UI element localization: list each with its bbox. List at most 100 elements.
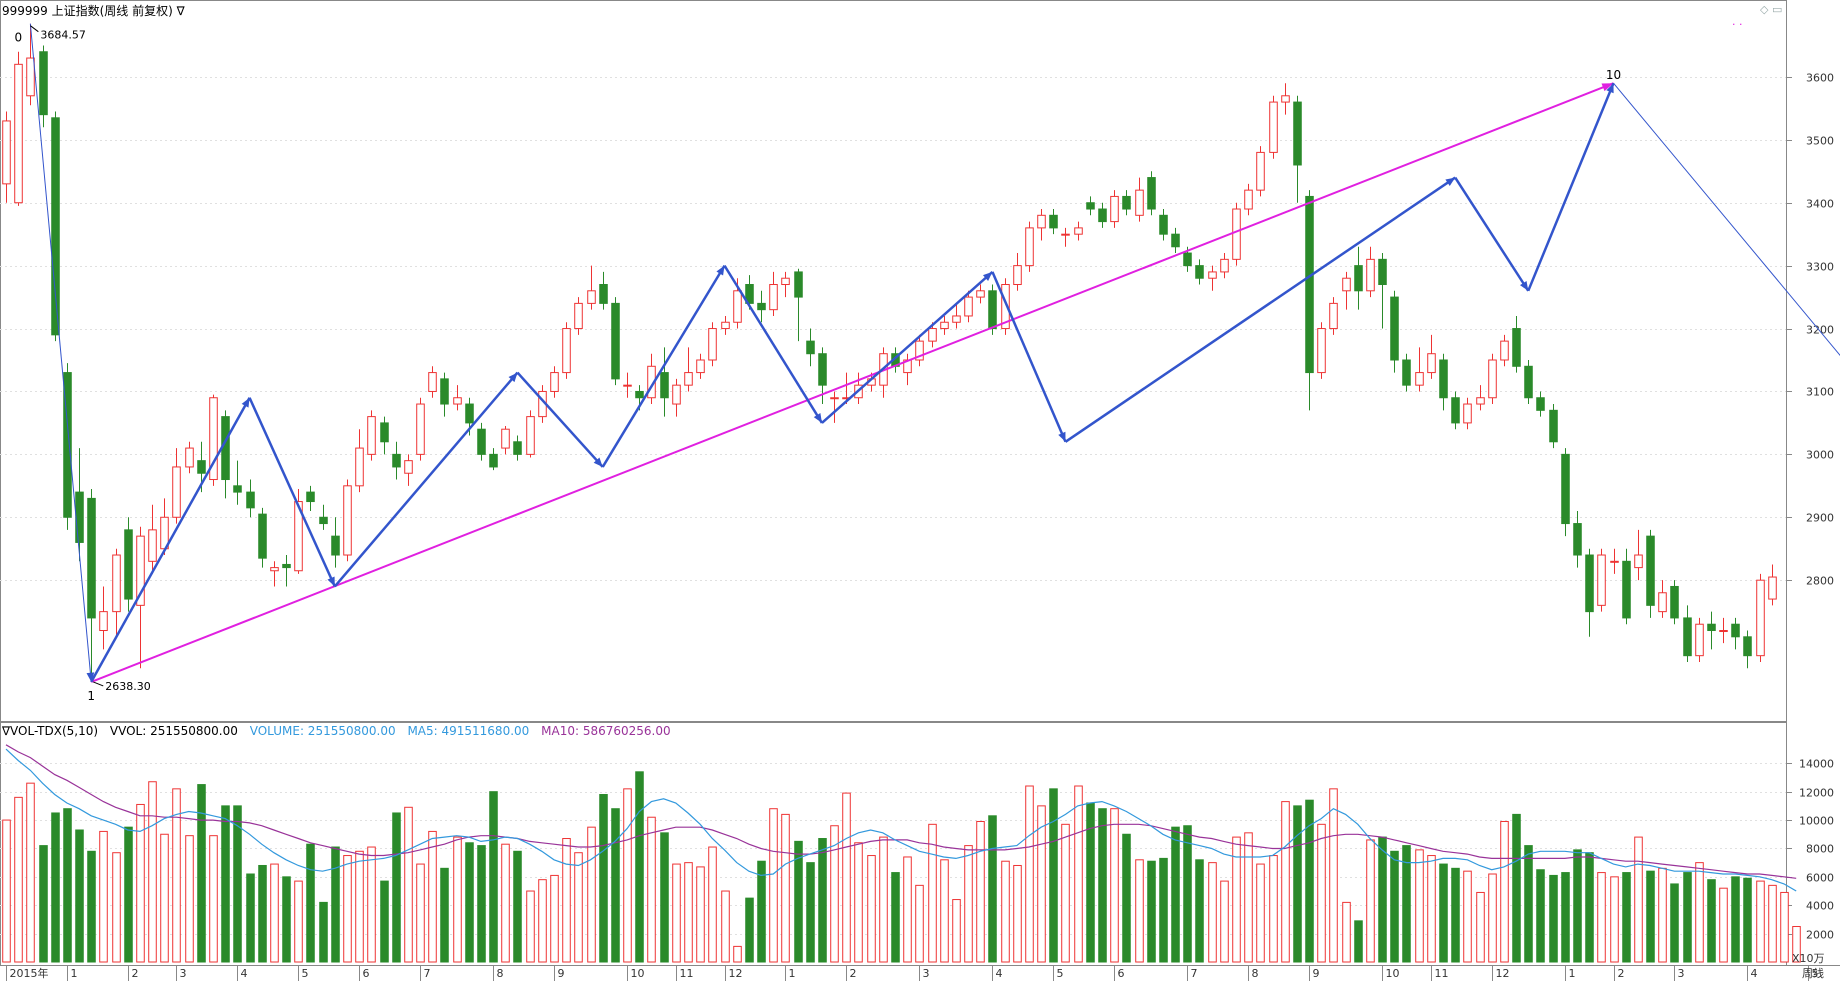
- volume-tick-label-14000: 14000: [1799, 758, 1834, 771]
- volume-bar-up: [1463, 870, 1472, 963]
- candle-down: [1293, 101, 1302, 166]
- volume-bar-up: [1719, 887, 1728, 963]
- candle-down: [1049, 214, 1058, 229]
- candle-down: [258, 513, 267, 559]
- candle-up: [526, 416, 535, 455]
- volume-bar-down: [282, 876, 291, 963]
- volume-bar-down: [1305, 799, 1314, 963]
- volume-bar-down: [1439, 863, 1448, 963]
- price-tick-label-3300: 3300: [1806, 261, 1834, 274]
- time-tick-label: 11: [1435, 967, 1449, 980]
- candle-up: [343, 485, 352, 556]
- candle-down: [1743, 636, 1752, 657]
- candle-up: [1208, 271, 1217, 279]
- volume-bar-up: [1366, 839, 1375, 963]
- candle-up: [2, 120, 11, 185]
- window-icons[interactable]: ◇ ▭: [1760, 3, 1783, 16]
- candle-up: [940, 321, 949, 330]
- candle-down: [1536, 397, 1545, 411]
- candle-up: [112, 554, 121, 613]
- wave-segment: [1454, 176, 1530, 292]
- wave-arrowhead: [1058, 431, 1066, 442]
- volume-bar-up: [562, 838, 571, 963]
- volume-bar-up: [270, 863, 279, 963]
- wave-arrowhead: [593, 457, 603, 467]
- volume-bar-up: [2, 819, 11, 963]
- volume-bar-up: [1061, 823, 1070, 963]
- candle-down: [1622, 560, 1631, 619]
- vvol-value: VVOL: 251550800.00: [109, 724, 238, 738]
- candle-up: [781, 277, 790, 286]
- candle-down: [1707, 623, 1716, 632]
- volume-bar-up: [574, 852, 583, 963]
- volume-bar-down: [1183, 825, 1192, 963]
- candle-down: [611, 302, 620, 380]
- volume-bar-down: [392, 812, 401, 963]
- candle-down: [440, 378, 449, 405]
- volume-bar-up: [915, 884, 924, 963]
- volume-indicator-name[interactable]: ∇VOL-TDX(5,10): [2, 724, 99, 738]
- candle-up: [1476, 397, 1485, 405]
- time-tick-label: 9: [558, 967, 565, 980]
- time-tick-label: 2: [132, 967, 139, 980]
- volume-bar-up: [160, 833, 169, 963]
- volume-bar-down: [319, 901, 328, 963]
- volume-bar-up: [854, 842, 863, 963]
- candle-up: [1415, 372, 1424, 386]
- volume-bar-down: [635, 771, 644, 963]
- volume-bar-down: [1171, 826, 1180, 963]
- time-tick-label: 5: [302, 967, 309, 980]
- volume-bar-up: [1500, 820, 1509, 963]
- volume-bars-group: [2, 771, 1801, 963]
- wave-segment: [90, 397, 251, 683]
- candle-down: [1305, 195, 1314, 374]
- volume-bar-down: [1743, 877, 1752, 963]
- volume-bar-up: [526, 890, 535, 963]
- time-tick-label: 9: [1313, 967, 1320, 980]
- ma5-value: MA5: 491511680.00: [407, 724, 530, 738]
- candle-up: [1074, 227, 1083, 235]
- wave-segment: [248, 397, 336, 587]
- candle-up: [1768, 576, 1777, 600]
- candle-up: [1317, 328, 1326, 374]
- candle-down: [63, 372, 72, 518]
- candle-up: [172, 466, 181, 518]
- wave-segment: [723, 264, 823, 424]
- candle-up: [270, 567, 279, 572]
- time-tick-label: 1: [1569, 967, 1576, 980]
- price-tick-label-3600: 3600: [1806, 72, 1834, 85]
- time-tick-label: 6: [363, 967, 370, 980]
- time-tick-label: 12: [1496, 967, 1510, 980]
- wave-arrowhead: [813, 413, 822, 423]
- candle-up: [14, 63, 23, 204]
- volume-bar-down: [1524, 845, 1533, 963]
- chart-title[interactable]: 999999 上证指数(周线 前复权) ∇: [2, 4, 185, 18]
- volume-bar-down: [1622, 872, 1631, 963]
- ma10-line: [5, 744, 1797, 879]
- candle-down: [87, 497, 96, 619]
- volume-bar-up: [136, 803, 145, 963]
- low-value-label: 2638.30: [105, 680, 151, 693]
- time-tick-label: 6: [1118, 967, 1125, 980]
- volume-bar-up: [209, 835, 218, 963]
- candle-down: [246, 491, 255, 509]
- candle-down: [1439, 359, 1448, 399]
- volume-tick-label-4000: 4000: [1806, 900, 1834, 913]
- time-tick-label: 5: [1812, 967, 1819, 980]
- candle-down: [757, 302, 766, 311]
- volume-bar-down: [1049, 788, 1058, 963]
- candle-down: [794, 271, 803, 298]
- volume-bar-down: [1561, 872, 1570, 963]
- volume-bar-up: [964, 845, 973, 963]
- volume-bar-down: [477, 845, 486, 963]
- time-tick-label: 4: [996, 967, 1003, 980]
- volume-bar-up: [781, 813, 790, 963]
- candle-down: [465, 403, 474, 424]
- volume-bar-up: [538, 879, 547, 963]
- volume-bar-up: [26, 782, 35, 963]
- candle-up: [1256, 151, 1265, 191]
- volume-bar-up: [1597, 872, 1606, 963]
- price-tick-label-3500: 3500: [1806, 135, 1834, 148]
- price-tick-label-3400: 3400: [1806, 198, 1834, 211]
- time-tick-label: 5: [1057, 967, 1064, 980]
